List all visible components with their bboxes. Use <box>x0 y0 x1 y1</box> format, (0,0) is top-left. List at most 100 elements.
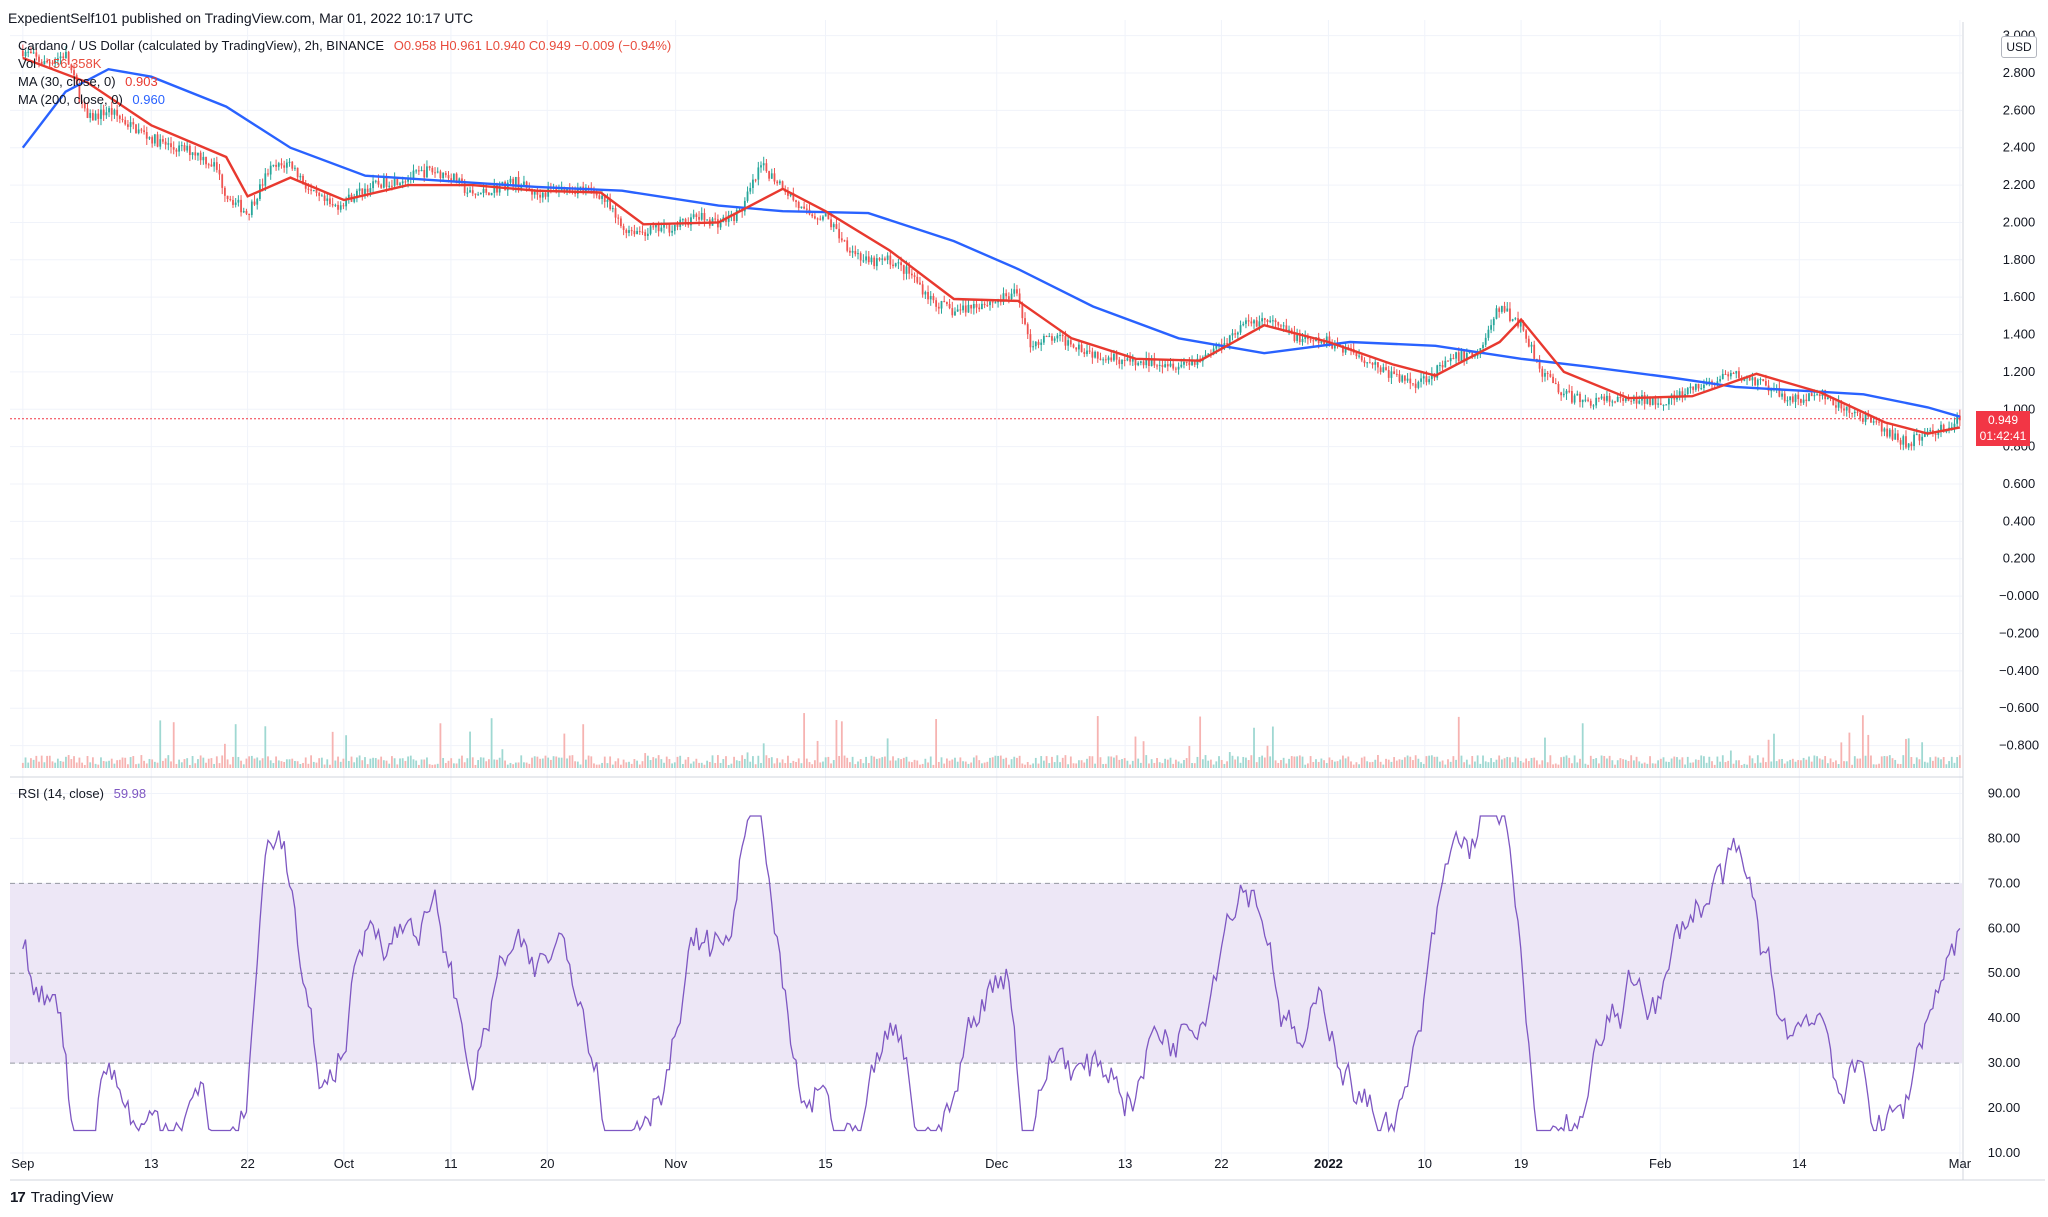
candle-body <box>1495 308 1498 319</box>
candle-body <box>1576 393 1579 396</box>
candle-body <box>1091 351 1094 358</box>
candle-body <box>1355 352 1358 357</box>
candle-body <box>1573 395 1576 403</box>
ma30-legend[interactable]: MA (30, close, 0) 0.903 <box>18 74 158 89</box>
volume-bar <box>1829 758 1832 768</box>
candle-body <box>768 171 770 179</box>
volume-bar <box>1339 759 1342 768</box>
candle-body <box>159 139 162 147</box>
volume-bar <box>1781 758 1783 768</box>
volume-bar <box>1037 763 1040 768</box>
price-tick-label: −0.600 <box>1999 700 2039 715</box>
volume-bar <box>937 761 940 768</box>
candle-body <box>611 208 614 210</box>
volume-bar <box>1754 763 1757 768</box>
tradingview-brand[interactable]: 17 TradingView <box>10 1189 113 1206</box>
ma200-legend[interactable]: MA (200, close, 0) 0.960 <box>18 92 165 107</box>
volume-bar <box>498 757 501 768</box>
candle-body <box>1034 341 1037 347</box>
volume-bar <box>1824 756 1827 768</box>
volume-bar <box>1530 757 1533 768</box>
candle-body <box>1069 340 1072 345</box>
candle-body <box>1371 362 1374 365</box>
candle-body <box>1751 377 1754 381</box>
candle-body <box>461 178 463 182</box>
rsi-label: RSI (14, close) <box>18 786 104 801</box>
candle-body <box>337 204 339 210</box>
volume-bar <box>1500 759 1503 768</box>
volume-bar <box>1840 742 1843 768</box>
candle-body <box>1164 364 1167 367</box>
volume-bar <box>256 757 259 768</box>
volume-bar <box>156 762 159 768</box>
volume-bar <box>813 760 816 768</box>
rsi-legend[interactable]: RSI (14, close) 59.98 <box>18 786 146 801</box>
candle-body <box>743 200 746 212</box>
volume-bar <box>1403 757 1406 768</box>
candle-body <box>30 51 32 54</box>
candle-body <box>1789 396 1792 401</box>
volume-bar <box>1239 762 1242 768</box>
candle-body <box>32 52 35 54</box>
candle-body <box>787 192 789 196</box>
candle-body <box>1067 340 1070 346</box>
candle-body <box>423 169 426 178</box>
volume-bar <box>40 755 43 768</box>
volume-bar <box>1608 755 1611 768</box>
volume-bar <box>1905 738 1907 768</box>
candle-body <box>1102 359 1105 361</box>
candle-body <box>989 301 991 306</box>
volume-bar <box>1474 761 1476 768</box>
volume-bar <box>452 763 455 768</box>
volume-bar <box>1441 760 1444 768</box>
candle-body <box>1616 396 1619 402</box>
volume-legend[interactable]: Vol 156.358K <box>18 56 101 71</box>
candle-body <box>1439 365 1441 367</box>
candle-body <box>1382 367 1385 372</box>
candle-body <box>1010 293 1013 300</box>
volume-bar <box>1255 762 1258 768</box>
candle-body <box>1193 360 1196 365</box>
volume-bar <box>1932 760 1934 768</box>
candle-body <box>210 164 213 167</box>
candle-body <box>65 51 67 59</box>
candle-body <box>1471 352 1474 357</box>
candle-body <box>1040 342 1043 345</box>
candle-body <box>1342 345 1344 353</box>
candle-body <box>773 173 776 182</box>
currency-badge[interactable]: USD <box>2001 36 2037 58</box>
candle-body <box>875 258 878 267</box>
volume-bar <box>727 764 730 768</box>
candle-body <box>183 145 186 151</box>
volume-bar <box>1387 759 1390 768</box>
candle-body <box>450 178 453 181</box>
volume-bar <box>1422 763 1425 768</box>
candle-body <box>1826 397 1829 400</box>
volume-bar <box>1099 757 1102 768</box>
volume-bar <box>1832 762 1835 768</box>
volume-bar <box>738 760 741 768</box>
volume-bar <box>1201 759 1204 768</box>
volume-bar <box>698 762 700 768</box>
candle-body <box>1608 395 1611 402</box>
volume-bar <box>622 759 625 768</box>
candle-body <box>536 189 539 195</box>
candle-body <box>1606 395 1608 401</box>
volume-bar <box>65 756 67 768</box>
volume-bar <box>337 756 339 768</box>
candle-body <box>1498 308 1501 312</box>
volume-bar <box>1886 756 1889 768</box>
candle-body <box>164 141 167 145</box>
candle-body <box>1253 320 1255 324</box>
candle-body <box>760 165 762 168</box>
candle-body <box>97 113 100 119</box>
symbol-legend[interactable]: Cardano / US Dollar (calculated by Tradi… <box>18 38 671 53</box>
candle-body <box>655 224 657 228</box>
volume-bar <box>1773 733 1775 768</box>
volume-bar <box>1597 763 1600 768</box>
volume-bar <box>916 760 919 768</box>
candle-body <box>199 152 202 161</box>
volume-bar <box>162 760 164 768</box>
candle-body <box>1312 340 1315 342</box>
